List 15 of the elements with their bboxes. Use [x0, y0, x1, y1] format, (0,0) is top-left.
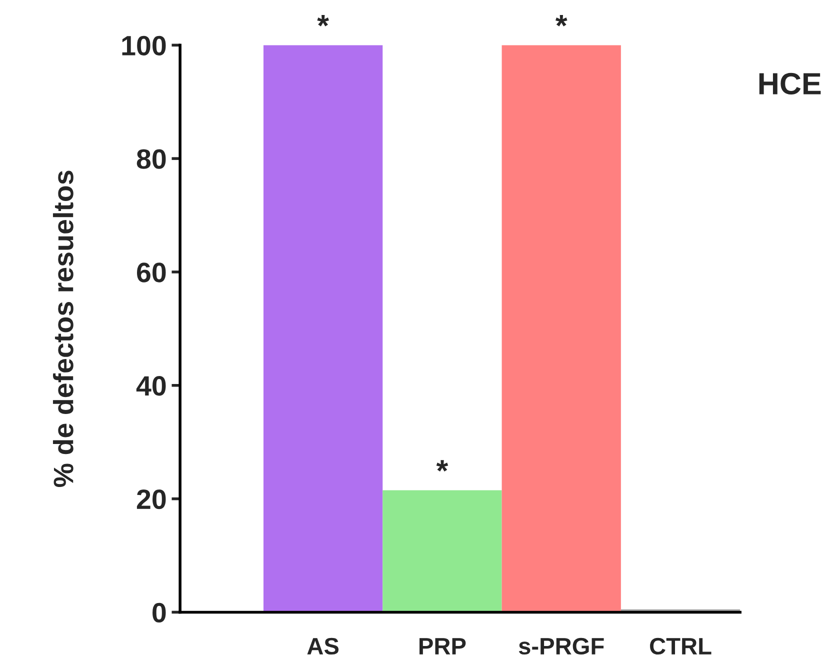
y-axis-title: % de defectos resueltos: [52, 170, 74, 487]
x-tick-label: CTRL: [650, 638, 712, 655]
y-tick-label: 80: [136, 149, 166, 169]
x-tick-label: AS: [307, 638, 339, 655]
text: HCE: [759, 72, 821, 95]
annotation: *: [317, 15, 329, 26]
x-tick-label: s-PRGF: [518, 638, 604, 655]
y-tick-label: 20: [136, 489, 166, 510]
y-tick-label: 60: [136, 262, 166, 282]
annotation: *: [436, 460, 448, 472]
y-tick-label: 100: [122, 36, 166, 56]
annotation: *: [556, 15, 568, 26]
y-tick-label: 40: [136, 376, 166, 396]
y-tick-label: 0: [152, 602, 166, 623]
x-tick-label: PRP: [420, 638, 466, 654]
